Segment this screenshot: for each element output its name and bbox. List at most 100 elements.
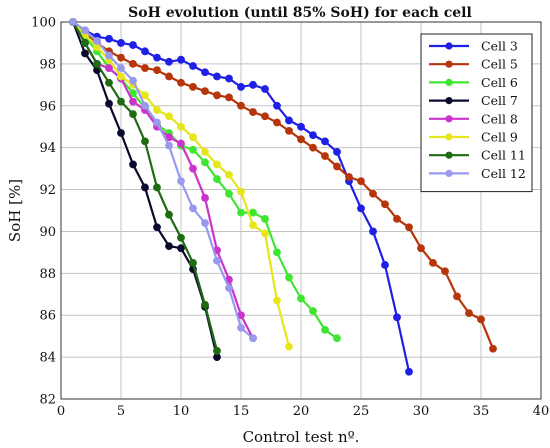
legend-marker — [445, 115, 453, 123]
y-tick-label: 98 — [39, 57, 56, 72]
data-point — [261, 229, 269, 238]
data-point — [297, 135, 305, 144]
data-point — [141, 101, 149, 110]
y-tick-label: 88 — [39, 267, 56, 282]
y-axis-label: SoH [%] — [6, 179, 24, 242]
data-point — [333, 147, 341, 156]
data-point — [321, 325, 329, 334]
data-point — [141, 47, 149, 56]
data-point — [153, 183, 161, 192]
data-point — [261, 85, 269, 93]
legend-label: Cell 11 — [481, 148, 526, 163]
legend-marker — [445, 97, 453, 105]
data-point — [105, 64, 113, 72]
y-tick-label: 82 — [39, 393, 56, 408]
data-point — [249, 221, 257, 230]
data-point — [489, 344, 497, 353]
data-point — [213, 256, 221, 265]
legend-item: Cell 12 — [429, 166, 526, 181]
legend-marker — [445, 133, 453, 141]
x-axis-label: Control test nº. — [243, 428, 360, 446]
data-point — [393, 214, 401, 223]
series-cell-11 — [69, 18, 221, 355]
x-tick-label: 30 — [413, 404, 430, 419]
data-point — [309, 131, 317, 139]
data-point — [201, 219, 209, 227]
data-point — [189, 133, 197, 142]
y-tick-label: 100 — [31, 16, 56, 31]
data-point — [153, 118, 161, 127]
plot-area — [60, 21, 542, 400]
data-point — [393, 313, 401, 322]
data-point — [93, 59, 101, 68]
grid — [60, 21, 542, 400]
data-point — [213, 72, 221, 81]
data-point — [333, 162, 341, 171]
data-point — [153, 66, 161, 75]
data-point — [105, 51, 113, 60]
y-tick-label: 92 — [39, 183, 56, 198]
legend-label: Cell 7 — [481, 93, 518, 108]
series-cell-12 — [69, 18, 257, 343]
data-point — [237, 208, 245, 217]
data-point — [129, 41, 137, 49]
data-point — [129, 76, 137, 85]
series-line — [72, 21, 254, 340]
data-point — [105, 34, 113, 43]
legend-label: Cell 8 — [481, 111, 518, 126]
data-point — [273, 296, 281, 305]
data-point — [249, 108, 257, 116]
legend-marker — [445, 42, 453, 50]
legend-item: Cell 8 — [429, 111, 518, 126]
data-point — [369, 189, 377, 198]
data-point — [141, 64, 149, 72]
data-point — [117, 64, 125, 72]
legend-marker — [445, 169, 453, 177]
data-point — [93, 36, 101, 45]
data-point — [225, 170, 233, 179]
data-point — [189, 164, 197, 173]
data-point — [213, 346, 221, 355]
data-point — [405, 223, 413, 232]
data-point — [261, 214, 269, 223]
data-point — [201, 87, 209, 96]
legend-label: Cell 6 — [481, 75, 518, 90]
data-point — [477, 315, 485, 324]
data-point — [189, 258, 197, 267]
data-point — [177, 233, 185, 242]
data-point — [333, 334, 341, 343]
data-point — [153, 106, 161, 114]
data-point — [273, 118, 281, 127]
data-point — [189, 204, 197, 213]
data-point — [165, 112, 173, 121]
legend-item: Cell 5 — [429, 57, 518, 72]
data-point — [201, 158, 209, 167]
data-point — [177, 122, 185, 131]
data-point — [141, 183, 149, 192]
data-point — [405, 367, 413, 376]
legend-label: Cell 12 — [481, 166, 526, 181]
data-point — [381, 200, 389, 209]
data-point — [177, 139, 185, 148]
data-point — [321, 152, 329, 160]
x-tick-label: 40 — [533, 404, 550, 419]
legend-item: Cell 11 — [429, 148, 526, 163]
data-point — [225, 74, 233, 83]
data-point — [297, 294, 305, 303]
x-tick-label: 5 — [117, 404, 125, 419]
data-point — [177, 78, 185, 87]
data-point — [165, 141, 173, 150]
data-point — [69, 18, 77, 26]
data-point — [81, 26, 89, 35]
y-tick-label: 90 — [39, 225, 56, 240]
data-point — [429, 258, 437, 267]
data-point — [417, 244, 425, 253]
data-point — [285, 273, 293, 282]
legend-marker — [445, 78, 453, 86]
x-tick-label: 15 — [233, 404, 250, 419]
data-point — [117, 72, 125, 81]
data-point — [225, 284, 233, 292]
data-point — [153, 53, 161, 62]
data-point — [285, 116, 293, 125]
